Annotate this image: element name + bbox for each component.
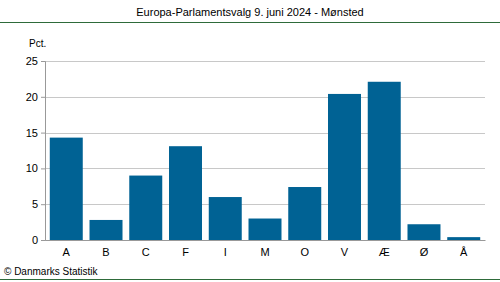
y-tick-mark — [41, 61, 45, 62]
x-tick-label: F — [182, 246, 189, 258]
x-tick: V — [341, 240, 349, 258]
x-tick-label: Æ — [379, 246, 390, 258]
grid-line — [45, 97, 485, 98]
x-axis-line — [46, 240, 486, 241]
bar — [288, 187, 321, 240]
y-tick-label: 25 — [26, 55, 38, 67]
x-tick-label: C — [142, 246, 150, 258]
x-tick: A — [63, 240, 71, 258]
x-tick-label: B — [102, 246, 109, 258]
bar — [50, 138, 83, 240]
y-tick: 15 — [26, 127, 45, 139]
source-note: © Danmarks Statistik — [4, 266, 99, 277]
bar — [90, 220, 123, 240]
grid — [45, 62, 485, 241]
grid-line — [45, 133, 485, 134]
y-tick-mark — [41, 204, 45, 205]
x-axis: ABCFIMOVÆØÅ — [46, 240, 486, 258]
x-tick: O — [300, 240, 309, 258]
y-tick: 5 — [32, 198, 45, 210]
y-tick-mark — [41, 133, 45, 134]
x-tick: Æ — [379, 240, 390, 258]
title: Europa-Parlamentsvalg 9. juni 2024 - Møn… — [136, 6, 363, 18]
y-axis-label: Pct. — [29, 38, 46, 49]
y-tick: 10 — [26, 162, 45, 174]
y-tick-mark — [41, 240, 45, 241]
bar — [447, 237, 480, 240]
bar — [209, 197, 242, 240]
x-tick-label: Ø — [420, 246, 429, 258]
bar — [169, 146, 202, 240]
header-rule — [0, 22, 500, 23]
y-tick-label: 0 — [32, 234, 38, 246]
y-axis-line — [41, 62, 46, 241]
x-tick: M — [260, 240, 269, 258]
y-tick: 0 — [32, 234, 45, 246]
x-tick: Ø — [420, 240, 429, 258]
x-tick-label: V — [341, 246, 349, 258]
grid-line — [45, 204, 485, 205]
x-tick-label: A — [63, 246, 71, 258]
x-tick-label: Å — [460, 246, 468, 258]
y-tick: 20 — [26, 91, 45, 103]
y-tick-mark — [41, 168, 45, 169]
bar — [368, 82, 401, 240]
x-tick-label: O — [300, 246, 309, 258]
bars — [50, 82, 480, 240]
x-tick: F — [182, 240, 189, 258]
chart: Europa-Parlamentsvalg 9. juni 2024 - Møn… — [0, 0, 500, 282]
grid-line — [45, 61, 485, 62]
x-tick: I — [224, 240, 227, 258]
x-tick-label: I — [224, 246, 227, 258]
bar — [407, 224, 440, 240]
x-tick-label: M — [260, 246, 269, 258]
bar — [328, 94, 361, 240]
y-axis: 0 5 10 15 20 25 — [26, 55, 46, 246]
x-tick: B — [102, 240, 109, 258]
x-tick: C — [142, 240, 150, 258]
y-tick-mark — [41, 97, 45, 98]
y-tick-label: 15 — [26, 127, 38, 139]
footer-rule — [0, 279, 500, 280]
grid-line — [45, 240, 485, 241]
bar — [129, 176, 162, 240]
y-tick-label: 10 — [26, 162, 38, 174]
grid-line — [45, 168, 485, 169]
y-tick-label: 20 — [26, 91, 38, 103]
y-tick-label: 5 — [32, 198, 38, 210]
x-tick: Å — [460, 240, 468, 258]
y-tick: 25 — [26, 55, 45, 67]
bar — [249, 219, 282, 240]
